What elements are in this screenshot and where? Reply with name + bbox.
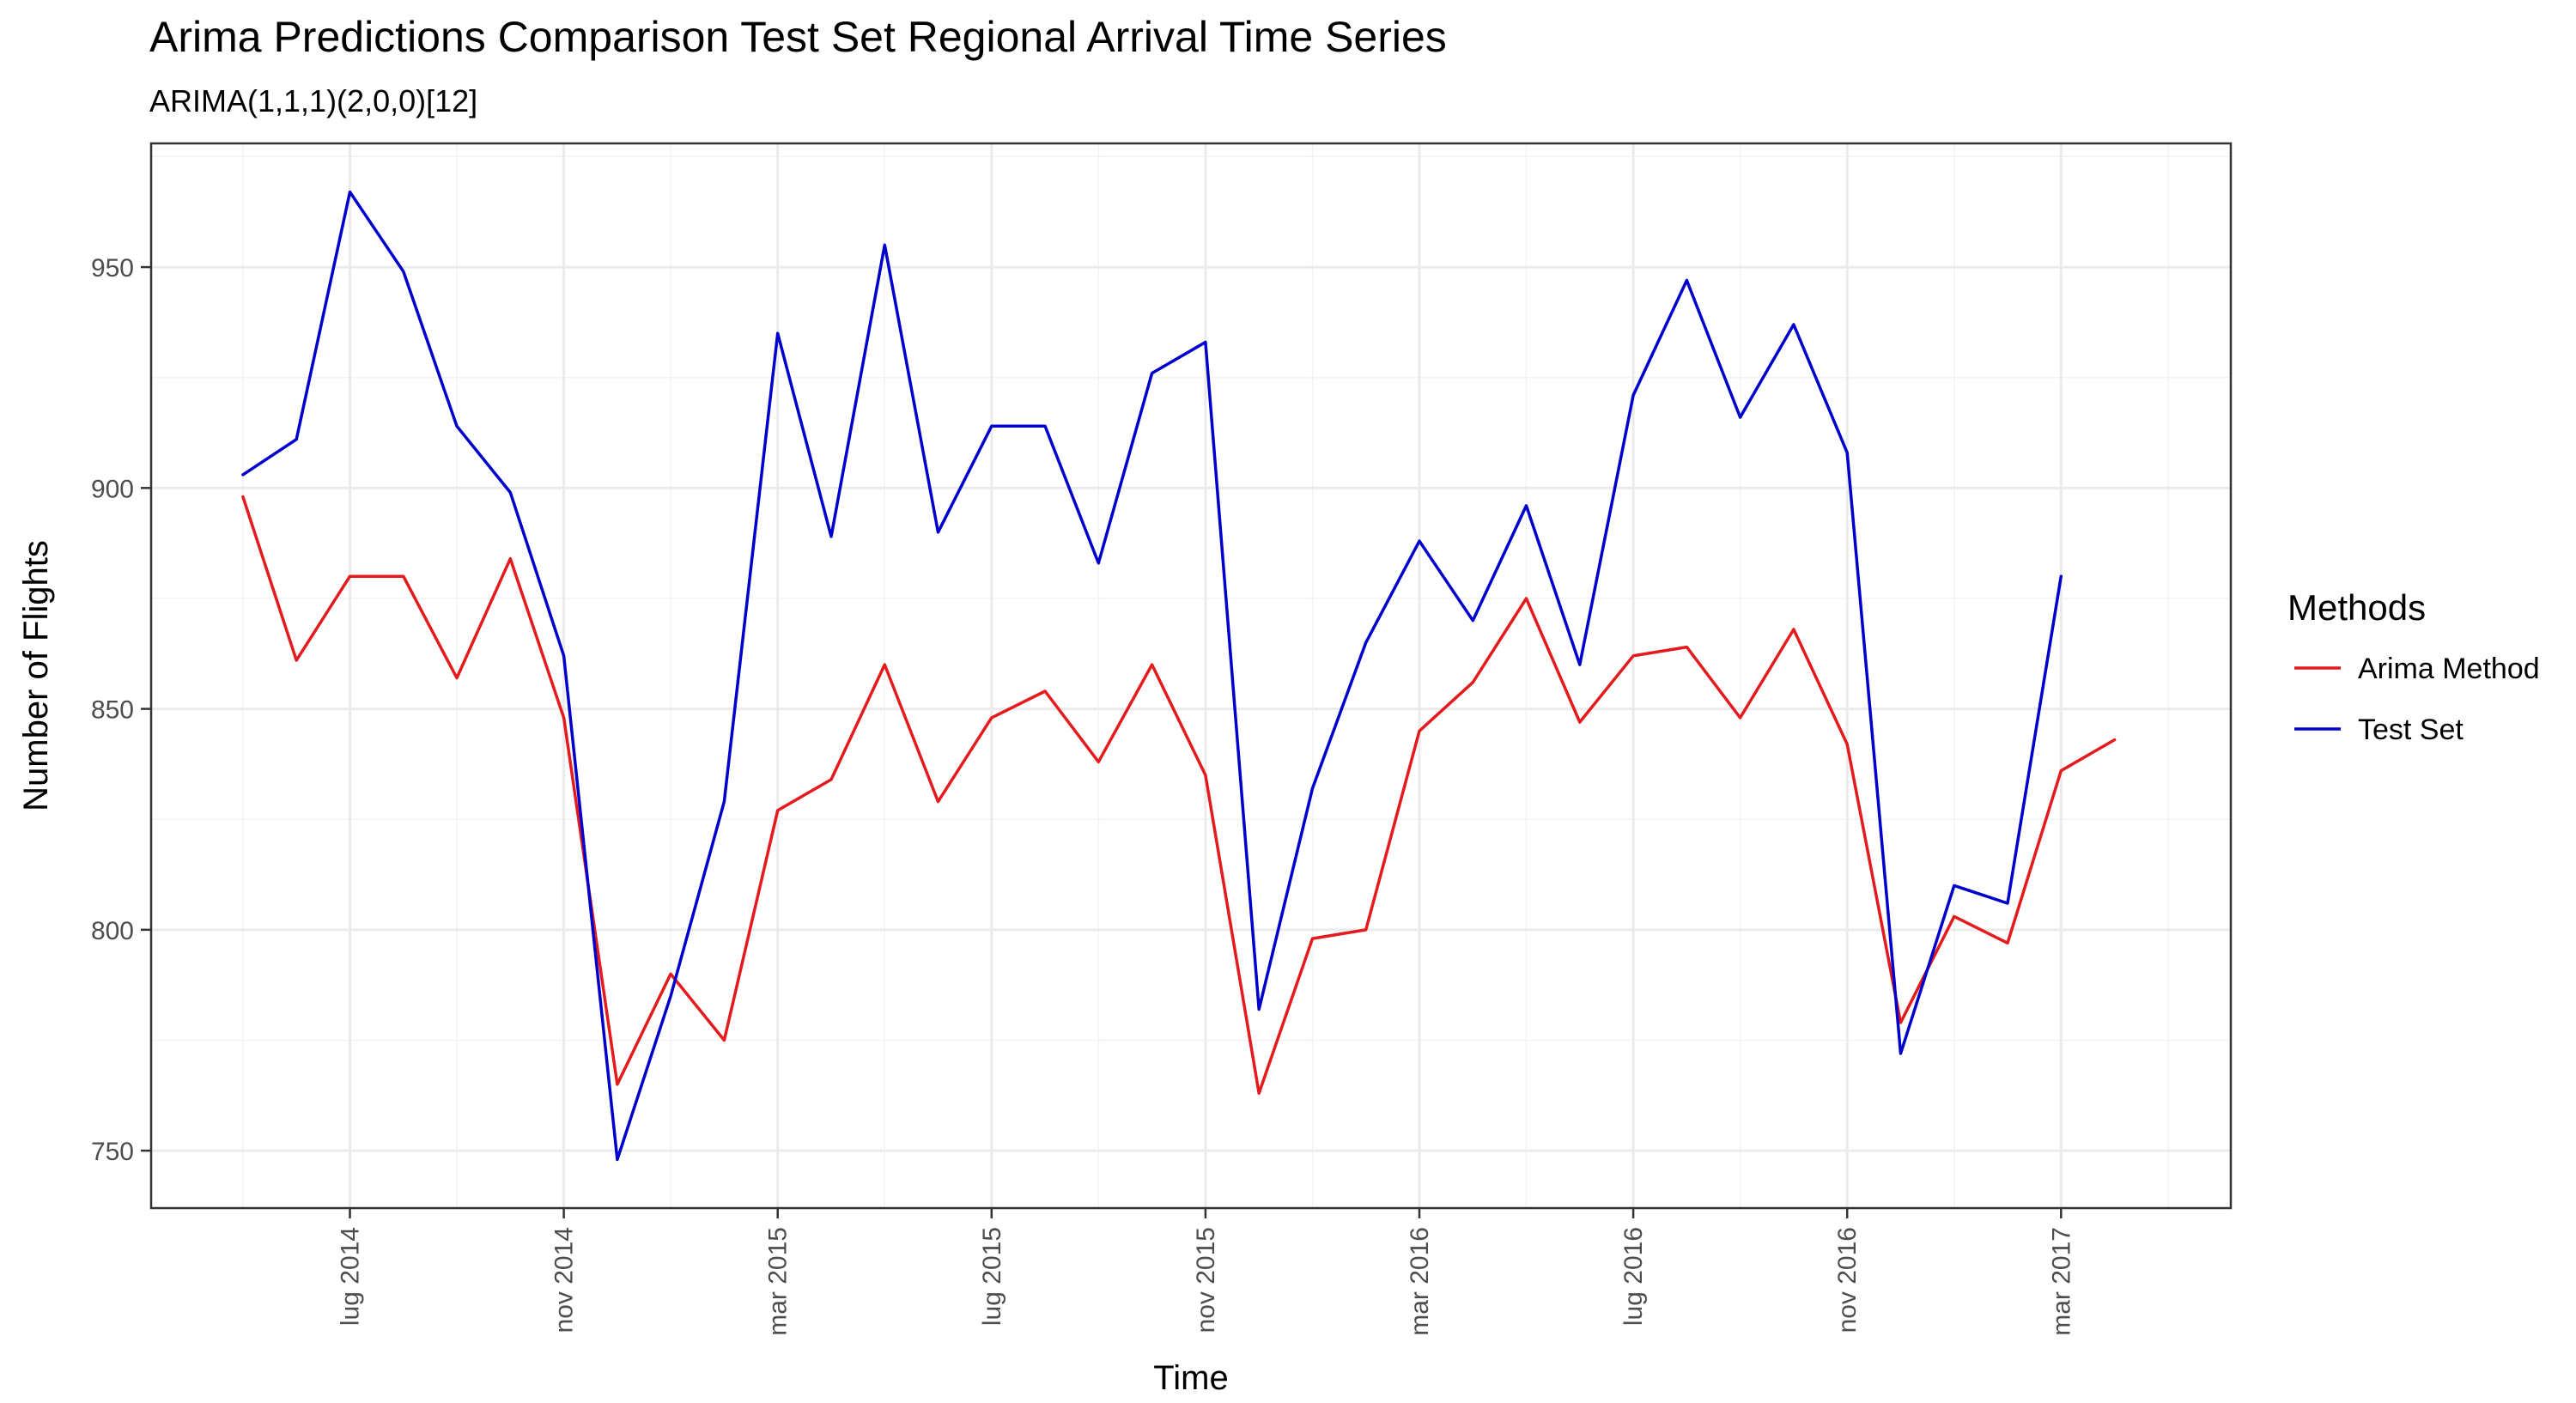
legend-title: Methods (2287, 587, 2426, 628)
grid-major (151, 143, 2231, 1208)
x-axis-title: Time (1153, 1359, 1228, 1397)
series-layer (241, 190, 2117, 1162)
y-tick-label: 850 (91, 696, 134, 725)
legend: Methods Arima Method Test Set (2287, 587, 2540, 746)
x-tick-label: mar 2015 (764, 1227, 793, 1336)
y-tick-label: 800 (91, 917, 134, 945)
chart-subtitle: ARIMA(1,1,1)(2,0,0)[12] (149, 83, 477, 118)
y-tick-label: 950 (91, 254, 134, 282)
series-line-test (241, 190, 2063, 1162)
y-tick-label: 900 (91, 475, 134, 503)
grid-minor (151, 143, 2231, 1208)
x-tick-label: lug 2015 (978, 1227, 1006, 1326)
plot-panel (151, 143, 2231, 1208)
x-tick-label: lug 2014 (337, 1227, 365, 1326)
plot-border (149, 142, 2233, 1210)
y-axis-title: Number of Flights (17, 540, 55, 811)
x-axis: lug 2014 nov 2014 mar 2015 lug 2015 nov 2015… (337, 1208, 2075, 1336)
series-line-arima (241, 495, 2117, 1095)
legend-label-test: Test Set (2358, 714, 2464, 746)
x-tick-label: mar 2017 (2047, 1227, 2075, 1336)
x-tick-label: lug 2016 (1619, 1227, 1648, 1326)
y-tick-label: 750 (91, 1138, 134, 1166)
x-tick-label: mar 2016 (1406, 1227, 1434, 1336)
legend-label-arima: Arima Method (2358, 653, 2540, 685)
x-tick-label: nov 2014 (550, 1227, 579, 1333)
x-tick-label: nov 2016 (1833, 1227, 1862, 1333)
chart-title: Arima Predictions Comparison Test Set Re… (149, 13, 1447, 61)
x-tick-label: nov 2015 (1192, 1227, 1220, 1333)
y-axis: 750 800 850 900 950 (91, 254, 151, 1166)
